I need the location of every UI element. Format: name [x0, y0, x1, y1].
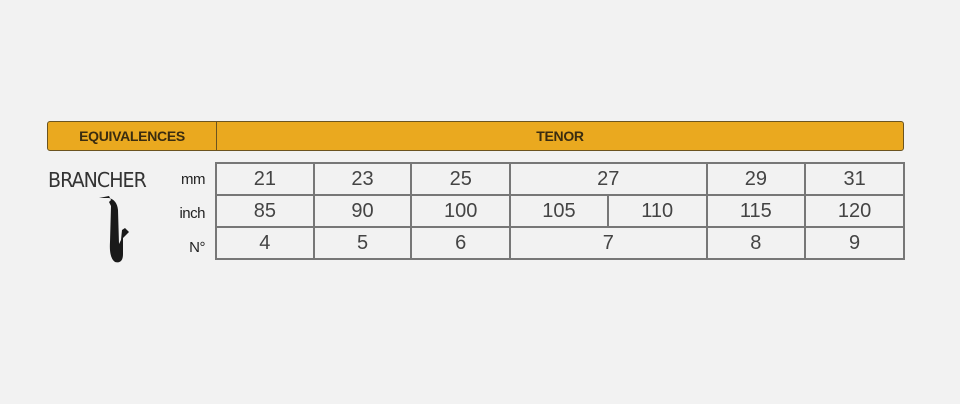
table-cell: 5	[312, 226, 413, 260]
equivalence-table: 21 23 25 27 29 31 85 90 100 105 110 115 …	[215, 162, 905, 260]
table-row-number: 4 5 6 7 8 9	[215, 226, 905, 260]
header-bar: EQUIVALENCES TENOR	[47, 121, 904, 151]
table-cell: 120	[804, 194, 905, 228]
table-cell: 115	[705, 194, 807, 228]
table-cell: 27	[509, 162, 708, 196]
brand-logo: BRANCHER	[48, 168, 147, 192]
row-label-mm: mm	[181, 171, 206, 188]
table-cell: 85	[215, 194, 315, 228]
table-row-mm: 21 23 25 27 29 31	[215, 162, 905, 196]
row-label-number: N°	[189, 239, 205, 256]
table-cell: 21	[215, 162, 315, 196]
table-cell: 100	[410, 194, 512, 228]
table-cell: 105	[509, 194, 609, 228]
table-cell: 9	[804, 226, 905, 260]
table-cell: 8	[705, 226, 807, 260]
equivalences-header: EQUIVALENCES	[48, 122, 217, 150]
table-cell: 25	[410, 162, 512, 196]
table-cell: 4	[215, 226, 315, 260]
table-cell: 29	[705, 162, 807, 196]
tenor-header: TENOR	[536, 128, 584, 144]
table-row-inch: 85 90 100 105 110 115 120	[215, 194, 905, 228]
table-cell: 6	[410, 226, 512, 260]
table-cell: 90	[312, 194, 413, 228]
table-cell: 7	[509, 226, 708, 260]
saxophone-icon	[99, 196, 129, 263]
table-cell: 110	[606, 194, 708, 228]
table-cell: 31	[804, 162, 905, 196]
table-cell: 23	[312, 162, 413, 196]
row-label-inch: inch	[179, 205, 205, 222]
